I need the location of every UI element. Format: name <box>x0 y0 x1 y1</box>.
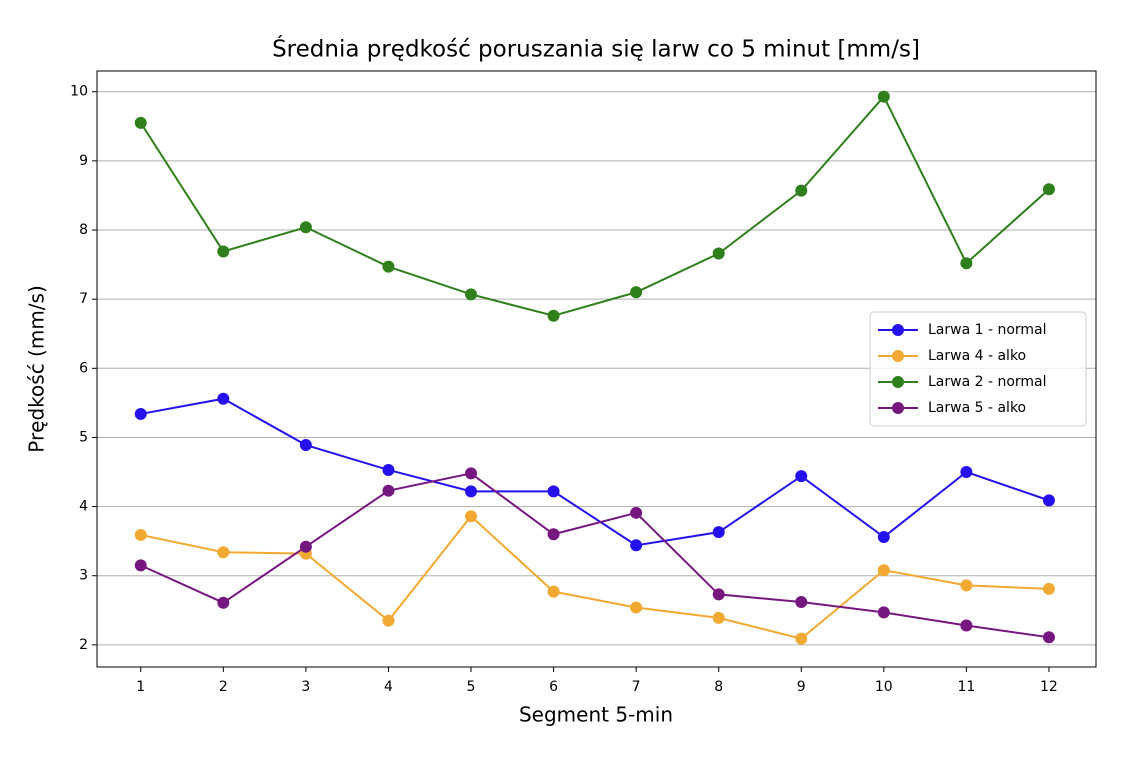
data-point <box>299 439 312 452</box>
y-tick-label: 3 <box>79 568 88 584</box>
data-point <box>382 614 395 627</box>
data-point <box>877 606 890 619</box>
x-tick-label: 5 <box>467 679 476 695</box>
data-point <box>630 506 643 519</box>
data-point <box>960 257 973 270</box>
data-point <box>877 90 890 103</box>
data-point <box>547 309 560 322</box>
data-point <box>134 407 147 420</box>
series-line <box>140 397 1050 547</box>
chart-title: Średnia prędkość poruszania się larw co … <box>272 35 920 63</box>
series-line <box>140 472 1050 639</box>
data-point <box>1042 631 1055 644</box>
data-point <box>134 528 147 541</box>
data-point <box>217 245 230 258</box>
x-tick-label: 10 <box>875 679 893 695</box>
data-point <box>134 116 147 129</box>
y-tick-label: 2 <box>79 637 88 653</box>
legend-label: Larwa 1 - normal <box>928 322 1047 338</box>
data-point <box>465 485 478 498</box>
x-tick-label: 9 <box>797 679 806 695</box>
data-point <box>712 588 725 601</box>
legend-box <box>869 311 1087 427</box>
x-tick-label: 8 <box>714 679 723 695</box>
data-point <box>712 611 725 624</box>
series-line <box>140 514 1049 640</box>
data-point <box>877 531 890 544</box>
data-point <box>217 546 230 559</box>
legend-label: Larwa 4 - alko <box>928 348 1026 364</box>
data-point <box>795 470 808 483</box>
data-point <box>1042 183 1055 196</box>
y-tick-label: 8 <box>79 222 88 238</box>
legend-label: Larwa 2 - normal <box>928 374 1047 390</box>
data-point <box>630 539 643 552</box>
data-point <box>465 288 478 301</box>
x-tick-label: 6 <box>549 679 558 695</box>
y-tick-label: 10 <box>70 84 88 100</box>
legend-label: Larwa 5 - alko <box>928 400 1026 416</box>
data-point <box>547 485 560 498</box>
legend-marker <box>892 402 904 414</box>
y-tick-label: 7 <box>79 291 88 307</box>
data-point <box>712 526 725 539</box>
data-point <box>217 596 230 609</box>
y-tick-label: 9 <box>79 153 88 169</box>
data-point <box>299 221 312 234</box>
data-point <box>465 510 478 523</box>
legend-marker <box>892 350 904 362</box>
data-point <box>134 559 147 572</box>
x-tick-label: 11 <box>957 679 975 695</box>
data-point <box>299 540 312 553</box>
data-point <box>465 467 478 480</box>
data-point <box>960 619 973 632</box>
data-point <box>877 564 890 577</box>
y-tick-label: 6 <box>79 360 88 376</box>
y-tick-label: 5 <box>79 429 88 445</box>
x-tick-label: 3 <box>301 679 310 695</box>
x-axis-label: Segment 5-min <box>519 703 673 727</box>
data-point <box>960 466 973 479</box>
data-point <box>795 184 808 197</box>
data-point <box>795 632 808 645</box>
data-point <box>795 596 808 609</box>
data-point <box>547 585 560 598</box>
x-tick-label: 12 <box>1040 679 1058 695</box>
data-point <box>712 247 725 260</box>
y-axis-label: Prędkość (mm/s) <box>25 285 49 453</box>
data-point <box>547 528 560 541</box>
legend-marker <box>892 376 904 388</box>
x-tick-label: 2 <box>219 679 228 695</box>
y-tick-label: 4 <box>79 499 88 515</box>
x-tick-label: 4 <box>384 679 393 695</box>
plot-frame <box>96 70 1097 668</box>
data-point <box>630 601 643 614</box>
series-line <box>139 94 1050 317</box>
data-point <box>382 484 395 497</box>
data-point <box>960 579 973 592</box>
x-tick-label: 7 <box>632 679 641 695</box>
data-point <box>1042 494 1055 507</box>
data-point <box>630 286 643 299</box>
data-point <box>217 392 230 405</box>
data-point <box>1042 582 1055 595</box>
data-point <box>382 463 395 476</box>
x-tick-label: 1 <box>136 679 145 695</box>
data-point <box>382 260 395 273</box>
legend-marker <box>892 324 904 336</box>
